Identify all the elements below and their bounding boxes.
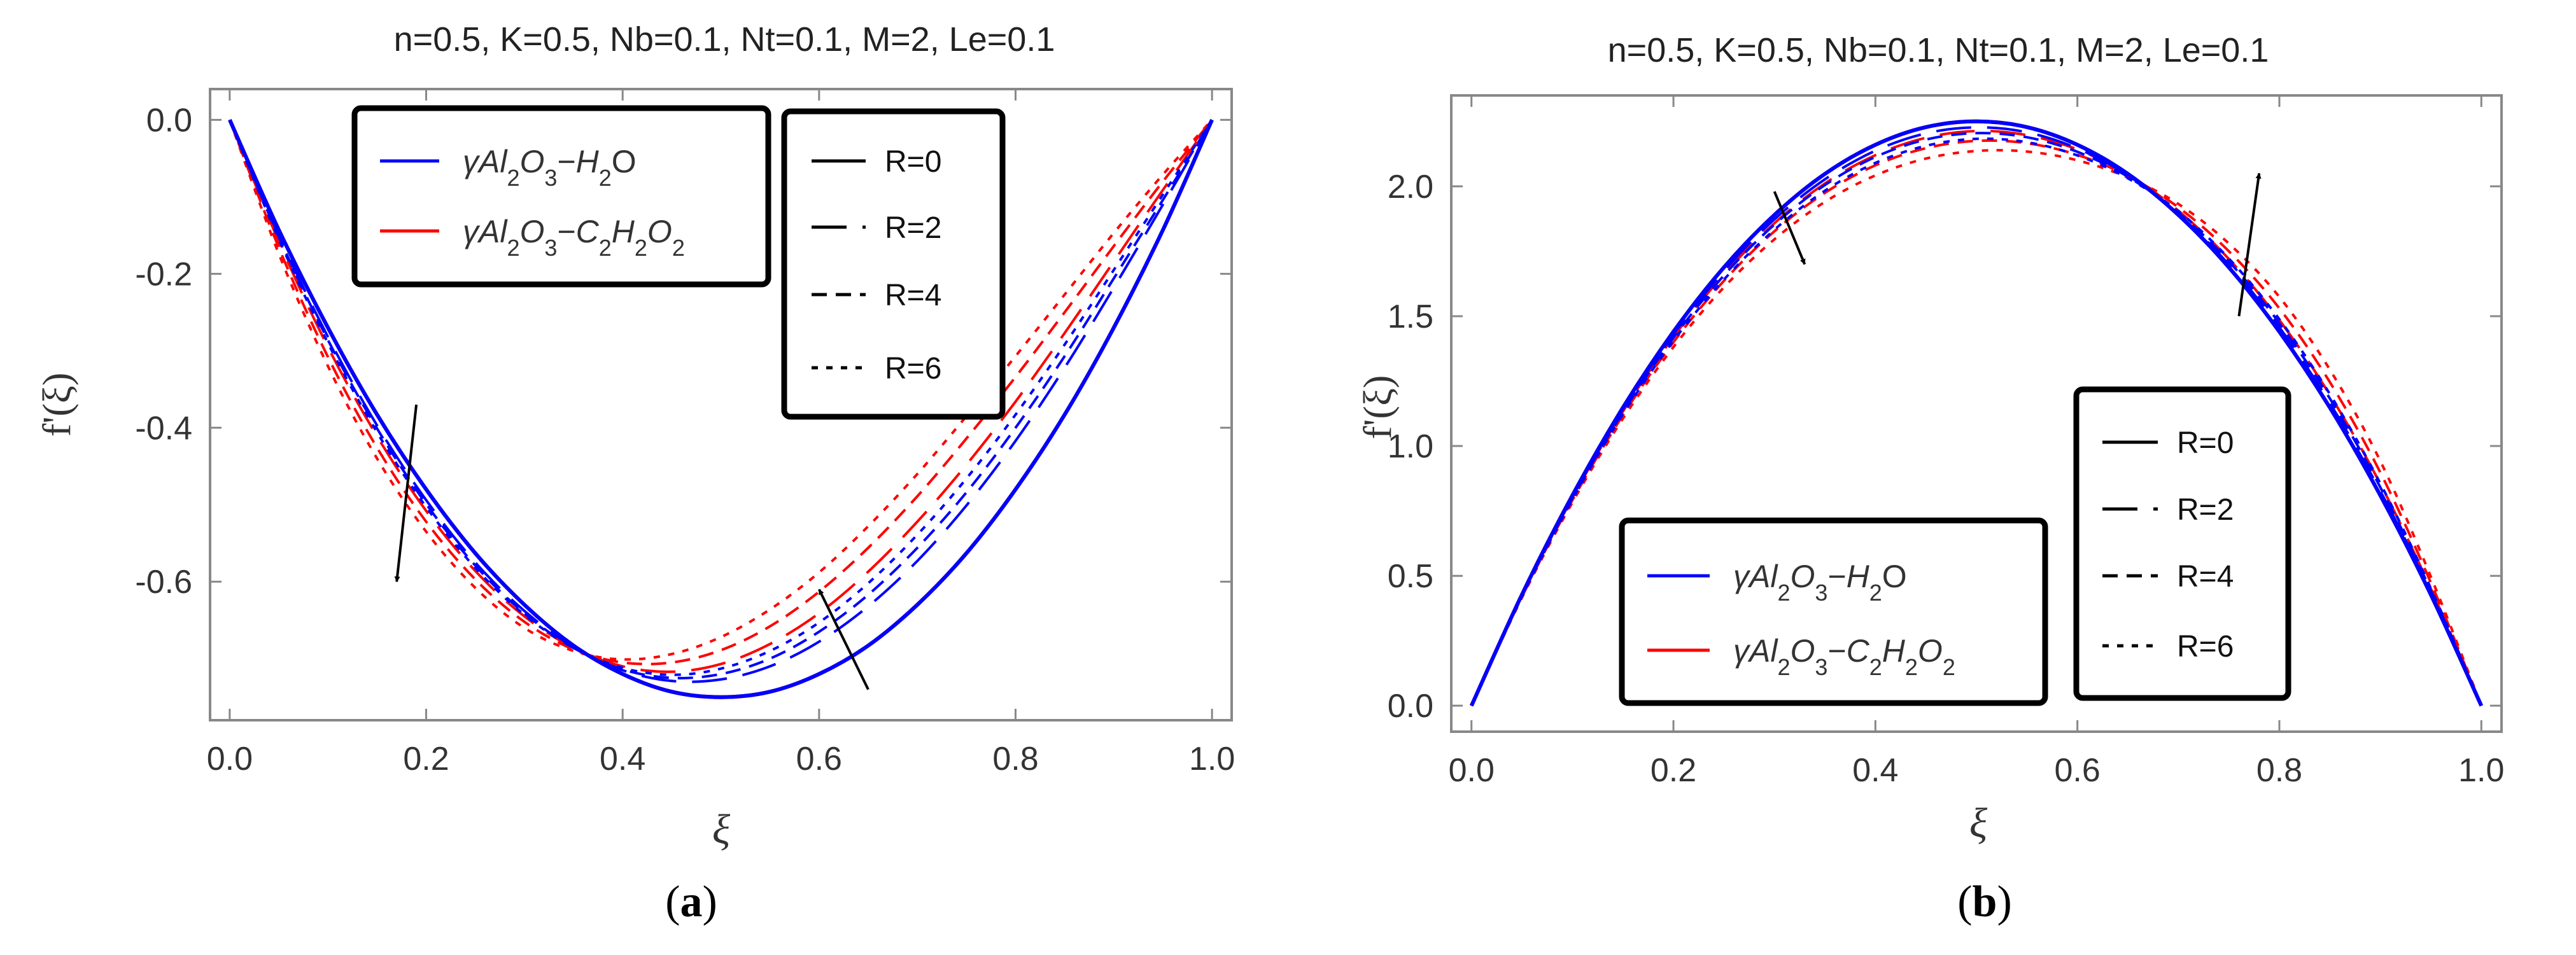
series-line-water-R0 [228, 119, 1214, 699]
series-line-water-R2 [229, 119, 1213, 683]
y-axis-label: f'(ξ) [1356, 375, 1400, 440]
legend-fluids: γAl2O3−H2O γAl2O3−C2H2O2 [351, 105, 771, 288]
x-tick-label: 0.0 [1449, 752, 1495, 789]
y-tick-label: 2.0 [1388, 169, 1433, 206]
series-group [228, 119, 1214, 699]
legend-label-water: γAl2O3−H2O [463, 144, 637, 191]
x-axis-label: ξ [712, 806, 731, 853]
series-line-water-R4 [1470, 132, 2483, 707]
y-tick-label: -0.6 [135, 564, 192, 601]
tick-group: 0.0 0.2 0.4 0.6 0.8 1.0 0.0 0.5 1.0 1.5 2.0 [1388, 95, 2504, 789]
legend-fluids: γAl2O3−H2O γAl2O3−C2H2O2 [1619, 517, 2048, 706]
legend-R-label: R=6 [2177, 630, 2234, 664]
annotation-arrow [1773, 191, 1806, 265]
chart-title: n=0.5, K=0.5, Nb=0.1, Nt=0.1, M=2, Le=0.… [394, 20, 1055, 59]
series-line-glycol-R4 [229, 119, 1213, 666]
y-tick-label: 1.5 [1388, 298, 1433, 335]
panel-caption: (a) [665, 877, 717, 926]
legend-label-glycol: γAl2O3−C2H2O2 [463, 214, 685, 261]
panel-a: n=0.5, K=0.5, Nb=0.1, Nt=0.1, M=2, Le=0.… [36, 20, 1235, 926]
annotation-arrow [818, 589, 869, 690]
arrow-group [1773, 172, 2262, 317]
x-tick-label: 0.2 [1650, 752, 1696, 789]
x-tick-label: 0.0 [207, 741, 253, 777]
x-tick-label: 1.0 [1189, 741, 1235, 777]
panel-b: n=0.5, K=0.5, Nb=0.1, Nt=0.1, M=2, Le=0.… [1356, 31, 2504, 926]
series-group [1469, 119, 2484, 707]
series-line-glycol-R6 [1470, 149, 2483, 707]
tick-group: 0.0 0.2 0.4 0.6 0.8 1.0 0.0 -0.2 -0.4 -0.6 [135, 89, 1235, 777]
legend-R-label: R=0 [2177, 426, 2234, 460]
plot-frame [209, 88, 1233, 721]
series-line-water-R4 [229, 119, 1213, 680]
legend-R-label: R=0 [885, 145, 941, 179]
panel-caption: (b) [1957, 877, 2012, 926]
series-line-glycol-R2 [229, 119, 1213, 673]
legend-R-label: R=4 [2177, 560, 2234, 594]
annotation-arrow [2237, 172, 2262, 317]
y-tick-label: 0.0 [146, 102, 192, 139]
y-tick-label: 1.0 [1388, 428, 1433, 465]
y-tick-label: -0.2 [135, 256, 192, 293]
plot-frame [1450, 94, 2503, 733]
legend-R: R=0 R=2 R=4 R=6 [2073, 386, 2291, 701]
series-line-glycol-R4 [1470, 139, 2483, 707]
series-line-water-R6 [229, 119, 1213, 676]
legend-label-water: γAl2O3−H2O [1733, 559, 1907, 606]
chart-title: n=0.5, K=0.5, Nb=0.1, Nt=0.1, M=2, Le=0.… [1608, 31, 2269, 69]
x-tick-label: 1.0 [2458, 752, 2504, 789]
arrow-group [394, 404, 869, 690]
legend-R: R=0 R=2 R=4 R=6 [781, 108, 1006, 420]
y-tick-label: 0.0 [1388, 688, 1433, 725]
x-tick-label: 0.2 [403, 741, 449, 777]
series-line-water-R0 [1469, 119, 2484, 707]
x-tick-label: 0.4 [600, 741, 645, 777]
y-tick-label: 0.5 [1388, 558, 1433, 595]
x-tick-label: 0.6 [2055, 752, 2101, 789]
legend-R-label: R=2 [885, 211, 941, 245]
x-tick-label: 0.4 [1852, 752, 1898, 789]
legend-label-glycol: γAl2O3−C2H2O2 [1733, 633, 1955, 680]
x-tick-label: 0.8 [2256, 752, 2302, 789]
legend-R-label: R=2 [2177, 493, 2234, 527]
legend-R-label: R=4 [885, 279, 941, 312]
y-axis-label: f'(ξ) [36, 373, 79, 437]
x-tick-label: 0.8 [992, 741, 1038, 777]
y-tick-label: -0.4 [135, 410, 192, 447]
x-axis-label: ξ [1969, 800, 1988, 846]
annotation-arrow [394, 404, 418, 583]
legend-R-label: R=6 [885, 352, 941, 386]
x-tick-label: 0.6 [796, 741, 842, 777]
